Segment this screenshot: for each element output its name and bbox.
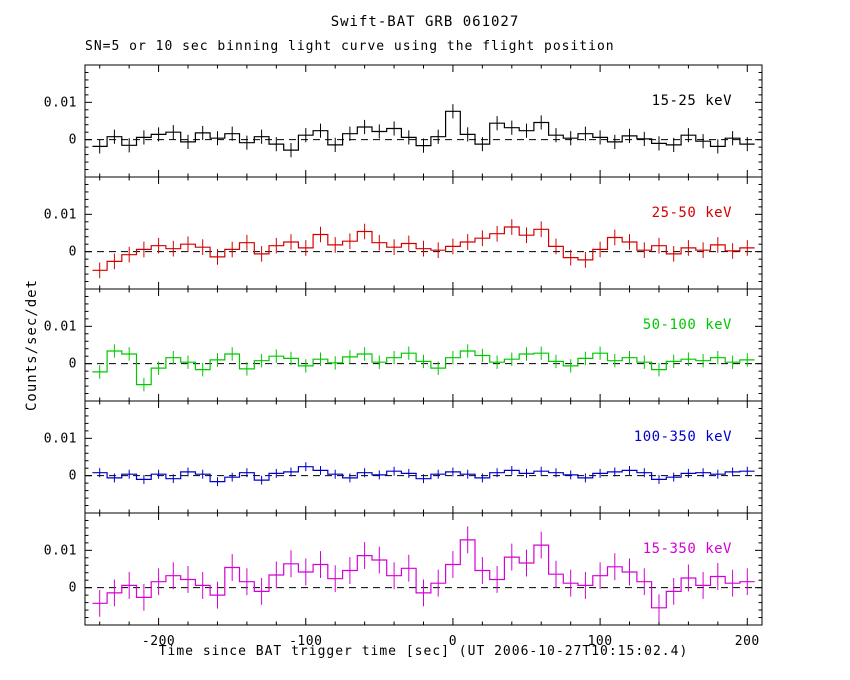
page-title: Swift-BAT GRB 061027 [330, 14, 520, 30]
panel-frame [84, 64, 763, 178]
band-label: 25-50 keV [652, 205, 732, 221]
band-label: 50-100 keV [643, 317, 732, 333]
x-tick-label: -200 [142, 634, 175, 649]
panel-15-350-kev: 0 0.01 15-350 keV [44, 512, 763, 626]
y-tick-label: 0.01 [44, 319, 77, 334]
panel-50-100-kev: 0 0.01 50-100 keV [44, 288, 763, 402]
panel-15-25-kev: 0 0.01 15-25 keV [44, 64, 763, 178]
x-tick-label: 100 [588, 634, 613, 649]
y-tick-label: 0.01 [44, 95, 77, 110]
panel-frame [84, 400, 763, 514]
chart-subtitle: SN=5 or 10 sec binning light curve using… [85, 39, 615, 54]
y-tick-label: 0 [69, 245, 77, 260]
y-tick-label: 0.01 [44, 543, 77, 558]
y-tick-label: 0.01 [44, 431, 77, 446]
panel-frame [84, 176, 763, 290]
panel-frame [84, 512, 763, 626]
band-label: 100-350 keV [634, 429, 732, 445]
y-tick-label: 0 [69, 357, 77, 372]
x-tick-label: 200 [735, 634, 760, 649]
y-tick-label: 0 [69, 133, 77, 148]
band-label: 15-25 keV [652, 93, 732, 109]
x-tick-label: 0 [449, 634, 457, 649]
panel-100-350-kev: 0 0.01 100-350 keV [44, 400, 763, 514]
band-label: 15-350 keV [643, 541, 732, 557]
panel-frame [84, 288, 763, 402]
panel-25-50-kev: 0 0.01 25-50 keV [44, 176, 763, 290]
x-tick-label: -100 [289, 634, 322, 649]
y-tick-label: 0 [69, 581, 77, 596]
y-tick-label: 0 [69, 469, 77, 484]
y-tick-label: 0.01 [44, 207, 77, 222]
x-axis-label: Time since BAT trigger time [sec] (UT 20… [158, 644, 689, 659]
